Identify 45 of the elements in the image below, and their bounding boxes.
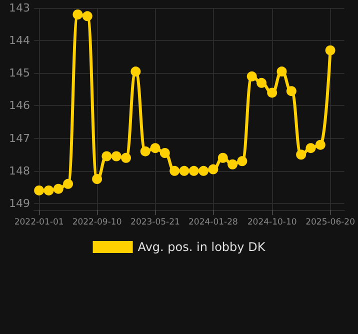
- point: [72, 10, 83, 20]
- point: [150, 143, 160, 154]
- point: [198, 166, 209, 176]
- point: [218, 152, 228, 163]
- point: [130, 66, 141, 77]
- point: [237, 156, 248, 166]
- point: [208, 164, 218, 174]
- point: [160, 148, 170, 158]
- point: [188, 166, 199, 176]
- point: [53, 184, 64, 194]
- point: [325, 45, 336, 56]
- x-tick-label: 2022-01-01: [14, 218, 64, 228]
- point: [267, 88, 278, 98]
- y-tick-label: 148: [9, 164, 30, 178]
- y-tick-label: 144: [9, 34, 30, 48]
- point: [296, 150, 306, 160]
- point: [315, 140, 326, 150]
- point: [102, 151, 112, 162]
- point: [111, 151, 122, 162]
- point: [276, 66, 287, 77]
- point: [286, 86, 296, 96]
- point: [246, 71, 257, 82]
- legend-label: Avg. pos. in lobby DK: [138, 240, 266, 254]
- point: [82, 11, 92, 22]
- point: [306, 143, 316, 154]
- y-tick-label: 143: [9, 2, 30, 14]
- point: [228, 159, 238, 170]
- point: [140, 146, 150, 156]
- x-tick-label: 2024-01-28: [188, 218, 238, 228]
- point: [256, 78, 267, 88]
- point: [34, 185, 44, 196]
- x-tick-label: 2023-05-21: [130, 218, 180, 228]
- point: [179, 166, 190, 176]
- x-tick-label: 2025-06-20: [306, 218, 356, 228]
- point: [44, 185, 54, 196]
- x-tick-label: 2022-09-10: [72, 218, 122, 228]
- point: [92, 174, 102, 184]
- y-tick-label: 145: [9, 66, 30, 80]
- x-tick-label: 2024-10-10: [247, 218, 297, 228]
- point: [121, 152, 132, 163]
- point: [170, 166, 180, 176]
- y-tick-label: 147: [9, 132, 30, 145]
- y-tick-label: 149: [9, 196, 30, 210]
- point: [63, 178, 74, 189]
- y-tick-label: 146: [9, 99, 30, 112]
